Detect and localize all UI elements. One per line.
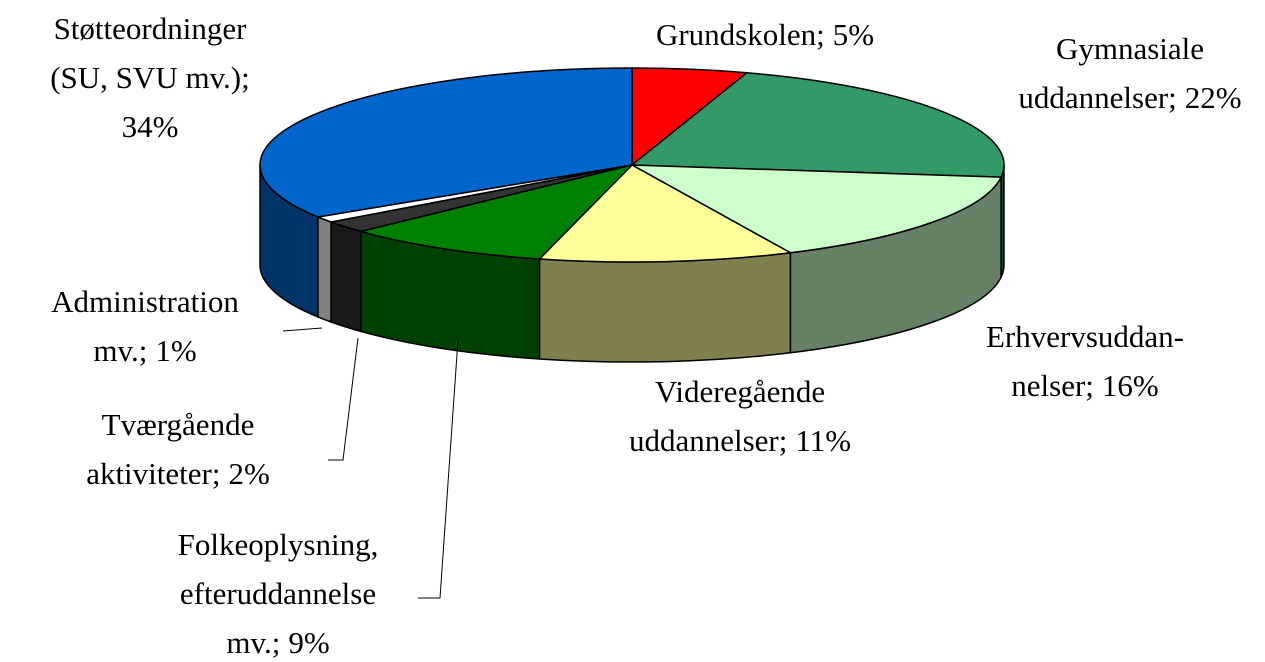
label-line: mv.; <box>226 625 280 660</box>
slice <box>629 71 1005 178</box>
label-line: Grundskolen; <box>656 17 825 52</box>
value-label: 9% <box>288 625 329 660</box>
slice-label: Videregående uddannelser; <box>629 374 825 458</box>
leader-line <box>282 327 323 332</box>
slice-side <box>330 220 362 333</box>
slice-side <box>317 215 332 324</box>
slice-label: Tværgående aktiviteter; <box>86 407 254 491</box>
slice-label: Folkeoplysning, efteruddannelse mv.; <box>178 527 379 660</box>
value-label: 22% <box>1185 80 1242 115</box>
slice-label: Administration mv.; <box>51 284 239 368</box>
slice-label: Grundskolen; <box>656 17 825 52</box>
slice-label: Støtteordninger (SU, SVU mv.); <box>50 11 250 95</box>
label-line: Administration <box>51 284 239 319</box>
value-label: 2% <box>228 456 269 491</box>
leader-line <box>328 337 359 461</box>
label-line: Tværgående <box>102 407 255 442</box>
label-line: Videregående <box>655 374 825 409</box>
slice <box>259 67 633 218</box>
label-line: Støtteordninger <box>54 11 248 46</box>
slice <box>537 164 793 263</box>
slice <box>357 163 635 260</box>
label-line: uddannelser; <box>629 423 787 458</box>
label-line: (SU, SVU mv.); <box>50 60 250 95</box>
label-line: Gymnasiale <box>1056 31 1204 66</box>
value-label: 16% <box>1102 368 1159 403</box>
slice-label: Gymnasiale uddannelser; <box>1018 31 1204 115</box>
label-line: Erhvervsuddan- <box>986 319 1184 354</box>
label-line: nelser; <box>1011 368 1094 403</box>
value-label: 34% <box>122 109 179 144</box>
label-line: Folkeoplysning, <box>178 527 379 562</box>
label-line: mv.; <box>93 333 147 368</box>
value-label: 11% <box>795 423 851 458</box>
leader-line <box>418 339 459 599</box>
slice-label: Erhvervsuddan-nelser; <box>986 319 1184 403</box>
slice <box>631 164 1003 254</box>
label-line: aktiviteter; <box>86 456 220 491</box>
label-line: uddannelser; <box>1018 80 1176 115</box>
value-label: 5% <box>833 17 874 52</box>
value-label: 1% <box>155 333 196 368</box>
slice-side <box>538 251 792 363</box>
label-line: efteruddannelse <box>180 576 376 611</box>
